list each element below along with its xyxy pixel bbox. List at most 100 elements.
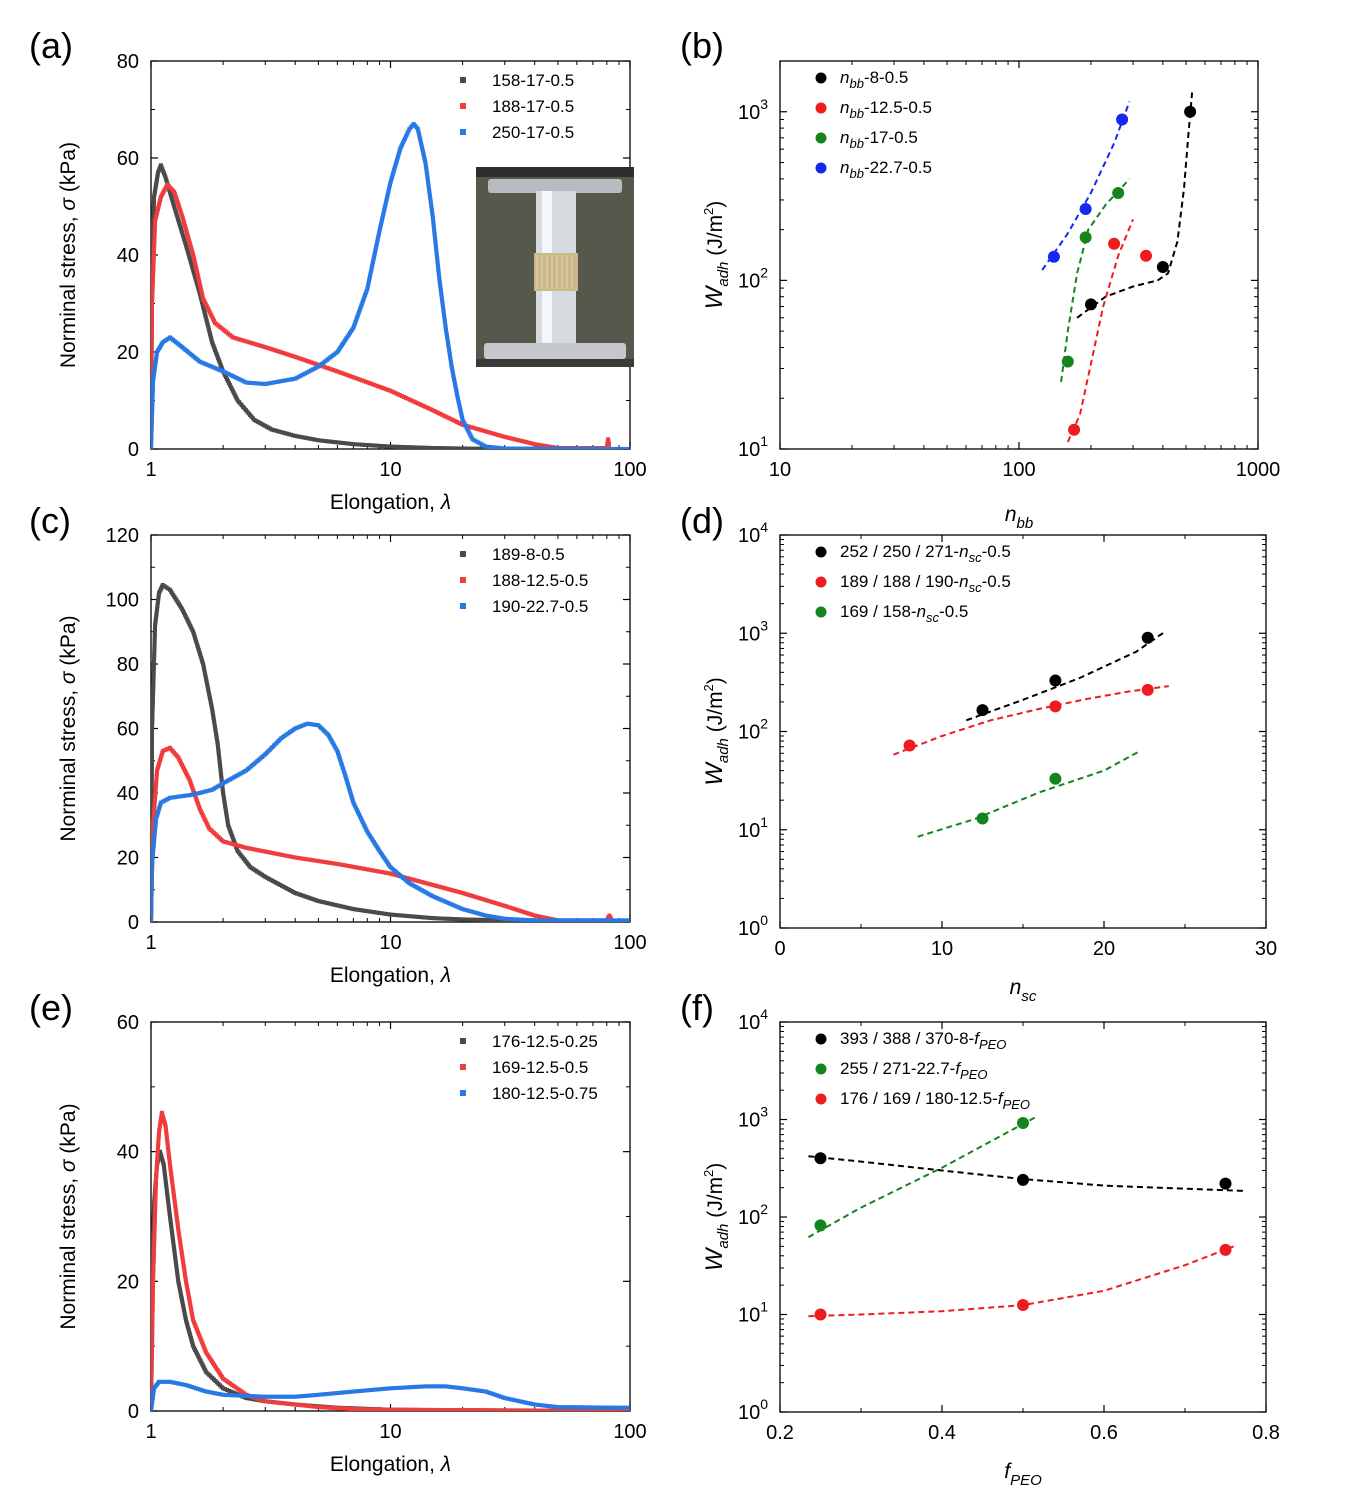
data-point <box>333 368 338 373</box>
data-point <box>151 1281 156 1286</box>
data-point <box>345 441 350 446</box>
data-point <box>597 1408 602 1411</box>
data-point <box>467 1408 472 1411</box>
data-point <box>320 1392 325 1397</box>
data-point <box>367 867 372 872</box>
data-point <box>158 802 163 807</box>
data-point <box>165 1195 170 1200</box>
data-point <box>511 1408 516 1411</box>
data-point <box>151 433 154 438</box>
data-point <box>477 446 482 449</box>
data-point <box>151 1290 155 1295</box>
data-point <box>384 1386 389 1391</box>
data-point <box>156 1136 161 1141</box>
data-point <box>381 444 386 449</box>
data-point <box>362 1407 367 1411</box>
x-axis-label: nsc <box>1010 976 1037 1005</box>
data-point <box>185 247 190 252</box>
y-tick-exponent: 1 <box>760 433 768 449</box>
data-point <box>286 432 291 437</box>
x-tick-label: 0.8 <box>1252 1422 1280 1444</box>
data-point <box>469 917 474 922</box>
data-point <box>457 401 462 406</box>
data-point <box>284 431 289 436</box>
data-point <box>151 825 156 830</box>
data-point <box>386 444 391 449</box>
data-point <box>151 1303 155 1308</box>
y-axis-superscript: 2 <box>701 1170 716 1177</box>
data-point <box>564 446 569 449</box>
panel-label: (c) <box>29 500 71 541</box>
data-point <box>151 814 156 819</box>
data-point <box>543 443 548 448</box>
data-point <box>565 918 570 922</box>
data-point <box>201 304 206 309</box>
data-point <box>278 1394 283 1399</box>
data-point <box>190 250 195 255</box>
data-point <box>555 1405 560 1410</box>
data-point <box>485 444 490 449</box>
legend-label: 180-12.5-0.75 <box>492 1084 598 1103</box>
data-point <box>495 918 500 922</box>
y-axis-subscript: adh <box>715 1224 732 1249</box>
data-point <box>282 378 287 383</box>
data-point <box>529 446 534 449</box>
data-point <box>426 180 431 185</box>
data-point <box>473 426 478 431</box>
data-point <box>588 1408 593 1411</box>
data-point <box>189 784 194 789</box>
data-point <box>174 196 179 201</box>
data-point <box>1219 1177 1232 1190</box>
data-point <box>151 312 154 317</box>
data-point <box>357 309 362 314</box>
data-point <box>151 271 156 276</box>
data-point <box>203 1348 208 1353</box>
data-point <box>401 1385 406 1390</box>
data-point <box>204 679 209 684</box>
data-point <box>154 816 159 821</box>
data-point <box>153 1205 158 1210</box>
data-point <box>327 1405 332 1410</box>
data-point <box>368 381 373 386</box>
legend-subscript: bb <box>849 106 863 121</box>
data-point <box>424 167 429 172</box>
data-point <box>151 214 156 219</box>
data-point <box>261 381 266 386</box>
data-point <box>151 385 155 390</box>
data-point <box>154 1177 159 1182</box>
data-point <box>511 917 516 922</box>
data-point <box>462 1386 467 1391</box>
data-point <box>216 753 221 758</box>
data-point <box>421 1407 426 1411</box>
data-point <box>254 847 259 852</box>
data-point <box>430 1407 435 1411</box>
data-point <box>152 1225 157 1230</box>
data-point <box>379 220 384 225</box>
data-point <box>152 836 157 841</box>
data-point <box>207 692 212 697</box>
data-point <box>151 864 154 869</box>
data-point <box>251 341 256 346</box>
data-point <box>439 1407 444 1411</box>
data-point <box>430 216 435 221</box>
data-point <box>316 859 321 864</box>
y-axis-symbol: σ <box>57 670 80 684</box>
data-point <box>394 913 399 918</box>
data-point <box>151 894 154 899</box>
data-point <box>153 362 158 367</box>
data-point <box>217 761 222 766</box>
x-tick-label: 10 <box>931 938 953 960</box>
data-point <box>442 319 447 324</box>
data-point <box>440 302 445 307</box>
data-point <box>530 441 535 446</box>
legend-text: 252 / 250 / 271- <box>840 542 959 561</box>
data-point <box>436 268 441 273</box>
data-point <box>586 918 591 922</box>
legend-marker <box>815 1093 827 1105</box>
data-point <box>606 1408 611 1411</box>
data-point <box>595 1405 600 1410</box>
data-point <box>152 654 157 659</box>
data-point <box>168 1218 173 1223</box>
data-point <box>185 232 190 237</box>
data-point <box>151 1334 155 1339</box>
